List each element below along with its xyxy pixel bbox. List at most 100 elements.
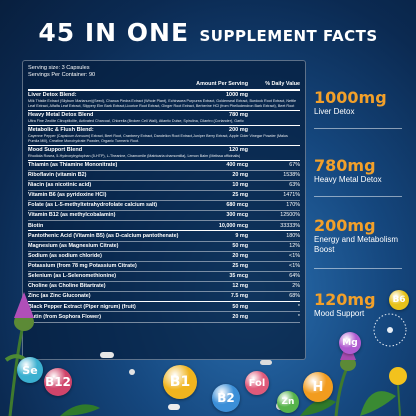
nutrient-name: Magnesium (as Magnesium Citrate) xyxy=(28,242,119,249)
nutrient-row: Pantothenic Acid (Vitamin B5) (as D-calc… xyxy=(28,231,300,242)
nutrient-dv: 2% xyxy=(292,283,300,290)
nutrient-dv: 63% xyxy=(289,182,300,189)
nutrient-row: Biotin 10,000 mcg 33333% xyxy=(28,221,300,232)
blend-ingredients: Rhodiola Rosea, 5-Hydroxytryptophan (5-H… xyxy=(28,153,241,158)
callout-amount: 200mg xyxy=(314,216,376,235)
nutrient-row: Magnesium (as Magnesium Citrate) 50 mg 12% xyxy=(28,242,300,252)
vitamin-bubble-icon: B2 xyxy=(212,384,240,412)
callout-amount: 1000mg xyxy=(314,88,387,107)
nutrient-name: Pantothenic Acid (Vitamin B5) (as D-calc… xyxy=(28,232,179,239)
headline-count: 45 IN ONE xyxy=(38,18,190,47)
nutrient-amount: 25 mg xyxy=(232,263,248,270)
nutrient-row: Zinc (as Zinc Gluconate) 7.5 mg 68% xyxy=(28,292,300,303)
blend-row: Mood Support Blend 120 mg Rhodiola Rosea, … xyxy=(28,146,300,161)
vitamin-bubble-icon: H xyxy=(303,372,333,402)
headline-title: SUPPLEMENT FACTS xyxy=(199,27,378,45)
callout-amount: 120mg xyxy=(314,290,376,309)
nutrient-amount: 50 mg xyxy=(232,303,248,310)
callout-label: Heavy Metal Detox xyxy=(314,175,382,184)
nutrient-amount: 10 mg xyxy=(232,182,248,189)
serving-size: Serving size: 3 Capsules xyxy=(28,65,90,71)
nutrient-name: Sodium (as sodium chloride) xyxy=(28,252,102,259)
nutrient-name: Thiamin (as Thiamine Mononitrate) xyxy=(28,161,118,168)
callout-label: Energy and Metabolism Boost xyxy=(314,235,399,254)
callout: 1000mg Liver Detox xyxy=(314,88,414,117)
nutrient-name: Biotin xyxy=(28,222,44,229)
nutrient-name: Rutin (from Sophora Flower) xyxy=(28,313,102,320)
vitamin-bubble-icon: Mg xyxy=(339,332,361,354)
nutrient-amount: 50 mg xyxy=(232,242,248,249)
vitamin-bubble-icon: Fol xyxy=(245,371,269,395)
nutrient-row: Thiamin (as Thiamine Mononitrate) 400 mcg… xyxy=(28,161,300,171)
callout-divider xyxy=(314,268,402,269)
nutrient-list: Thiamin (as Thiamine Mononitrate) 400 mcg… xyxy=(28,161,300,323)
nutrient-row: Potassium (from 78 mg Potassium Citrate)… xyxy=(28,262,300,272)
blend-list: Liver Detox Blend: 1000 mg Milk Thistle Ex… xyxy=(28,91,300,161)
nutrient-amount: 300 mcg xyxy=(226,212,248,219)
nutrient-row: Sodium (as sodium chloride) 20 mg <1% xyxy=(28,252,300,262)
blend-name: Metabolic & Flush Blend: xyxy=(28,126,94,133)
blend-ingredients: Milk Thistle Extract (Silybum Marianum)(… xyxy=(28,98,296,108)
nutrient-amount: 680 mcg xyxy=(226,202,248,209)
blend-amount: 780 mg xyxy=(229,111,248,118)
dv-header: % Daily Value xyxy=(265,80,300,87)
facts-header-row: Amount Per Serving % Daily Value xyxy=(28,81,300,91)
nutrient-name: Vitamin B6 (as pyridoxine HCl) xyxy=(28,192,107,199)
callout-amount: 780mg xyxy=(314,156,376,175)
nutrient-amount: 12 mg xyxy=(232,283,248,290)
nutrient-dv: 67% xyxy=(289,161,300,168)
nutrient-name: Folate (as L-5-methyltetrahydrofolate ca… xyxy=(28,202,158,209)
nutrient-name: Vitamin B12 (as methylcobalamin) xyxy=(28,212,116,219)
nutrient-name: Selenium (as L-Selenomethionine) xyxy=(28,273,117,280)
nutrient-dv: 64% xyxy=(289,273,300,280)
supplement-facts-panel: Serving size: 3 Capsules Servings Per Co… xyxy=(22,60,306,360)
nutrient-dv: 180% xyxy=(286,232,300,239)
amount-header: Amount Per Serving xyxy=(196,80,248,87)
nutrient-dv: 170% xyxy=(286,202,300,209)
nutrient-name: Black Pepper Extract (Piper nigrum) (fru… xyxy=(28,303,136,310)
nutrient-row: Niacin (as nicotinic acid) 10 mg 63% xyxy=(28,181,300,191)
nutrient-dv: 1471% xyxy=(283,192,300,199)
blend-row: Liver Detox Blend: 1000 mg Milk Thistle Ex… xyxy=(28,91,300,111)
dandelion-icon xyxy=(373,313,407,416)
nutrient-name: Zinc (as Zinc Gluconate) xyxy=(28,293,91,300)
nutrient-row: Rutin (from Sophora Flower) 20 mg * xyxy=(28,312,300,323)
nutrient-amount: 20 mg xyxy=(232,252,248,259)
vitamin-bubble-icon: B6 xyxy=(389,290,409,310)
blend-amount: 1000 mg xyxy=(225,91,248,98)
nutrient-dv: * xyxy=(297,303,300,310)
nutrient-amount: 9 mg xyxy=(235,232,248,239)
blend-row: Heavy Metal Detox Blend 780 mg Ultra Fine … xyxy=(28,111,300,126)
callout-divider xyxy=(314,196,402,197)
vitamin-bubble-icon: B1 xyxy=(163,365,197,399)
nutrient-dv: 1538% xyxy=(283,171,300,178)
blend-name: Liver Detox Blend: xyxy=(28,91,77,98)
nutrient-name: Riboflavin (vitamin B2) xyxy=(28,171,87,178)
blend-name: Heavy Metal Detox Blend xyxy=(28,111,94,118)
nutrient-amount: 7.5 mg xyxy=(230,293,248,300)
nutrient-dv: * xyxy=(297,313,300,320)
blend-name: Mood Support Blend xyxy=(28,146,83,153)
callout-divider xyxy=(314,128,402,129)
nutrient-name: Choline (as Choline Bitartrate) xyxy=(28,283,106,290)
callout: 780mg Heavy Metal Detox xyxy=(314,156,414,185)
blend-amount: 120 mg xyxy=(229,146,248,153)
nutrient-dv: <1% xyxy=(289,263,300,270)
nutrient-row: Choline (as Choline Bitartrate) 12 mg 2% xyxy=(28,282,300,293)
nutrient-amount: 400 mcg xyxy=(226,161,248,168)
blend-ingredients: Ultra Fine Zeolite Clinoptilolite, Activ… xyxy=(28,118,244,123)
nutrient-row: Black Pepper Extract (Piper nigrum) (fru… xyxy=(28,302,300,313)
nutrient-amount: 20 mg xyxy=(232,171,248,178)
nutrient-row: Riboflavin (vitamin B2) 20 mg 1538% xyxy=(28,171,300,181)
nutrient-dv: <1% xyxy=(289,252,300,259)
callout: 120mg Mood Support xyxy=(314,290,414,319)
nutrient-name: Potassium (from 78 mg Potassium Citrate) xyxy=(28,263,137,270)
nutrient-dv: 12500% xyxy=(280,212,300,219)
callout-label: Mood Support xyxy=(314,309,365,318)
nutrient-amount: 35 mcg xyxy=(229,273,248,280)
nutrient-row: Selenium (as L-Selenomethionine) 35 mcg 64… xyxy=(28,272,300,283)
headline: 45 IN ONE SUPPLEMENT FACTS xyxy=(0,18,416,47)
vitamin-bubble-icon: B12 xyxy=(44,368,72,396)
nutrient-row: Folate (as L-5-methyltetrahydrofolate ca… xyxy=(28,201,300,212)
nutrient-row: Vitamin B12 (as methylcobalamin) 300 mcg 1… xyxy=(28,211,300,222)
